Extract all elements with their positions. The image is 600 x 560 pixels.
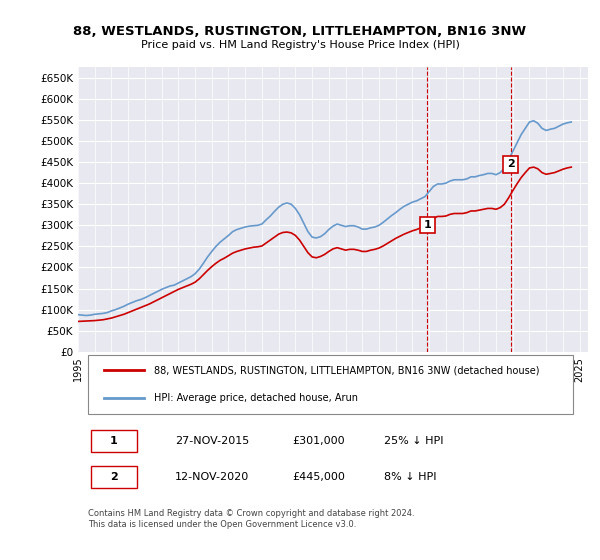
Text: 12-NOV-2020: 12-NOV-2020 [175, 472, 249, 482]
Text: £301,000: £301,000 [292, 436, 345, 446]
Text: 88, WESTLANDS, RUSTINGTON, LITTLEHAMPTON, BN16 3NW (detached house): 88, WESTLANDS, RUSTINGTON, LITTLEHAMPTON… [155, 365, 540, 375]
Text: 8% ↓ HPI: 8% ↓ HPI [384, 472, 437, 482]
Text: 2: 2 [507, 159, 514, 169]
Text: HPI: Average price, detached house, Arun: HPI: Average price, detached house, Arun [155, 393, 359, 403]
Text: Price paid vs. HM Land Registry's House Price Index (HPI): Price paid vs. HM Land Registry's House … [140, 40, 460, 50]
FancyBboxPatch shape [91, 465, 137, 488]
Text: 27-NOV-2015: 27-NOV-2015 [175, 436, 249, 446]
FancyBboxPatch shape [91, 430, 137, 452]
Text: Contains HM Land Registry data © Crown copyright and database right 2024.
This d: Contains HM Land Registry data © Crown c… [88, 510, 415, 529]
Text: 1: 1 [110, 436, 118, 446]
FancyBboxPatch shape [88, 355, 573, 414]
Text: £445,000: £445,000 [292, 472, 345, 482]
Text: 1: 1 [424, 220, 431, 230]
Text: 25% ↓ HPI: 25% ↓ HPI [384, 436, 443, 446]
Text: 2: 2 [110, 472, 118, 482]
Text: 88, WESTLANDS, RUSTINGTON, LITTLEHAMPTON, BN16 3NW: 88, WESTLANDS, RUSTINGTON, LITTLEHAMPTON… [73, 25, 527, 38]
